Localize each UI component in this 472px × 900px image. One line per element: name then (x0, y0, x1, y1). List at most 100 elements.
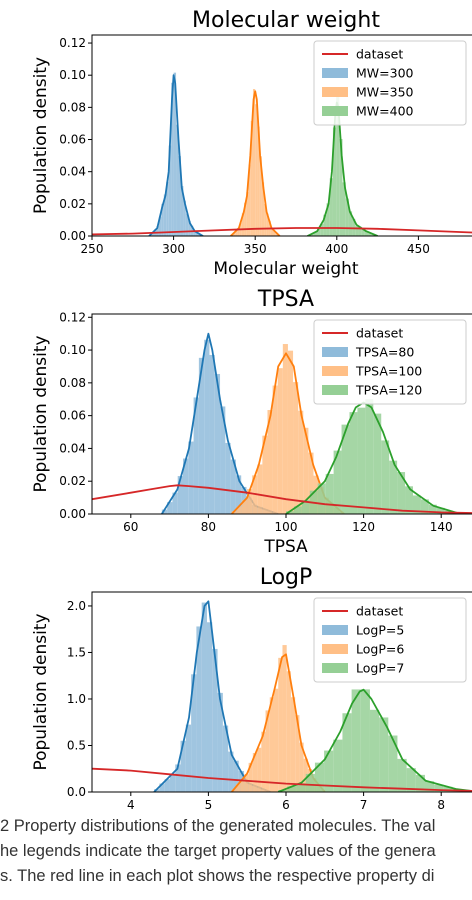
histogram-bar (365, 399, 374, 514)
dataset-line (92, 767, 472, 792)
histogram-bar (277, 368, 283, 514)
x-tick-label: 6 (282, 798, 290, 812)
histogram-bar (169, 773, 176, 792)
x-tick-label: 80 (201, 520, 216, 534)
histogram-bar (175, 764, 181, 792)
histogram-bar (241, 213, 245, 236)
y-tick-label: 0.12 (59, 36, 86, 50)
histogram-bar (177, 476, 184, 514)
x-tick-label: 350 (244, 242, 267, 256)
histogram-bar (209, 354, 215, 514)
histogram-bar (180, 740, 186, 792)
histogram-bar (282, 645, 287, 792)
histogram-bar (412, 495, 421, 514)
y-tick-label: 0.02 (59, 474, 86, 488)
histogram-bar (248, 762, 253, 792)
histogram-bar (236, 506, 242, 514)
density-line (230, 90, 281, 236)
histogram-bar (420, 499, 429, 514)
x-tick-label: 100 (275, 520, 298, 534)
legend-label: dataset (356, 326, 403, 341)
histogram-bar (188, 220, 191, 236)
histogram-bar (240, 779, 245, 792)
x-tick-label: 300 (162, 242, 185, 256)
histogram-bar (406, 768, 416, 792)
histogram-bar (397, 472, 406, 514)
x-tick-label: 450 (407, 242, 430, 256)
histogram-bar (193, 397, 199, 514)
histogram-bar (168, 145, 172, 236)
histogram-bar (336, 95, 340, 236)
histogram-bar (167, 502, 173, 514)
x-tick-label: 4 (127, 798, 135, 812)
histogram-bar (191, 674, 197, 792)
histogram-bar (262, 435, 268, 514)
histogram-bar (235, 475, 242, 514)
histogram-bar (364, 231, 369, 236)
histogram-bar (259, 156, 262, 236)
legend-swatch (322, 347, 348, 357)
histogram-bar (267, 410, 273, 514)
y-tick-label: 0.04 (59, 441, 86, 455)
histogram-bar (342, 182, 346, 236)
legend-label: MW=300 (356, 66, 414, 81)
histogram-bar (341, 424, 350, 514)
legend-label: MW=350 (356, 85, 414, 100)
histogram-bar (250, 120, 253, 236)
histogram-bar (332, 127, 337, 236)
histogram-bar (317, 483, 326, 514)
plot-area (92, 332, 472, 514)
histogram-bar (198, 357, 205, 514)
histogram-bar (252, 752, 258, 792)
histogram-bar (296, 783, 306, 792)
histogram-bar (257, 747, 262, 792)
histogram-bar (405, 486, 413, 514)
y-axis-label: Population density (31, 57, 51, 214)
y-tick-label: 0.10 (59, 343, 86, 357)
histogram-bar (314, 762, 325, 792)
histogram-bar (261, 182, 265, 236)
histogram-bar (299, 742, 304, 792)
x-tick-label: 60 (123, 520, 138, 534)
axes-frame (91, 34, 472, 237)
histogram-bar (156, 226, 159, 236)
histogram-bar (246, 192, 249, 236)
chart-panel: TPSA 0.00 0.02 0.04 0.06 0.08 0.10 0.12 60 80 100 1… (31, 287, 472, 557)
legend-label: TPSA=100 (355, 364, 422, 379)
histogram-bar (252, 89, 256, 236)
legend (313, 40, 467, 126)
histogram-bar (171, 82, 174, 236)
y-tick-label: 0.10 (59, 68, 86, 82)
histogram-bar (373, 413, 382, 514)
legend-swatch (322, 385, 348, 395)
histogram-bar (348, 211, 353, 236)
histogram-bar (201, 602, 207, 792)
histogram-bar (180, 186, 184, 236)
histogram-bar (270, 228, 274, 236)
histogram-bar (237, 228, 240, 236)
histogram-bar (369, 709, 380, 792)
histogram-bar (434, 784, 444, 792)
legend-swatch (322, 366, 348, 376)
caption-line-1: 2 Property distributions of the generate… (0, 817, 436, 835)
histogram-bar (323, 214, 327, 236)
histogram-bar (379, 717, 389, 792)
y-tick-label: 0.06 (59, 133, 86, 147)
y-tick-label: 0.02 (59, 197, 86, 211)
histogram-bar (286, 671, 291, 792)
chart-title: Molecular weight (192, 8, 380, 33)
y-tick-label: 0.12 (59, 310, 86, 324)
histogram-bar (166, 181, 169, 236)
histogram-bar (183, 200, 186, 236)
histogram-bar (161, 509, 168, 514)
histogram-bar (352, 218, 356, 236)
histogram-bar (244, 774, 249, 792)
histogram-bar (274, 688, 279, 792)
histogram-bar (436, 507, 445, 514)
histogram-bar (225, 442, 231, 514)
histogram-bar (232, 232, 236, 236)
chart-title: TPSA (257, 287, 314, 312)
histogram-bar (233, 760, 239, 792)
legend-label: LogP=5 (356, 623, 404, 638)
